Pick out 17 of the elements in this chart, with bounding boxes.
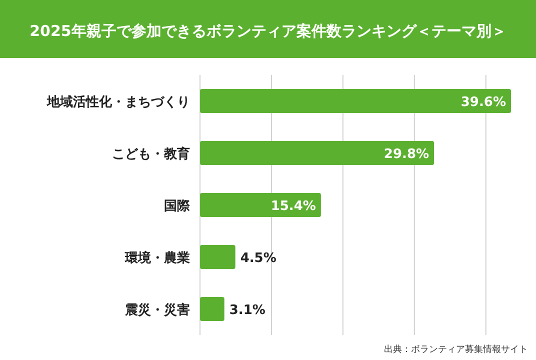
bar [200, 141, 434, 165]
y-tick-label: 国際 [164, 199, 191, 214]
y-tick-label: こども・教育 [112, 146, 190, 162]
data-label: 39.6% [460, 95, 506, 110]
source-note: 出典：ボランティア募集情報サイト [384, 344, 528, 355]
bar [200, 193, 321, 217]
data-label: 29.8% [384, 147, 430, 162]
data-label: 4.5% [240, 251, 276, 266]
y-tick-label: 震災・災害 [124, 302, 190, 318]
y-tick-label: 地域活性化・まちづくり [46, 95, 190, 110]
data-label: 15.4% [270, 199, 316, 214]
y-tick-label: 環境・農業 [124, 250, 190, 266]
data-label: 3.1% [229, 303, 266, 318]
bar [200, 89, 511, 113]
bar [200, 245, 236, 269]
chart-title: 2025年親子で参加できるボランティア案件数ランキング＜テーマ別＞ [30, 22, 506, 40]
bar [200, 297, 224, 321]
